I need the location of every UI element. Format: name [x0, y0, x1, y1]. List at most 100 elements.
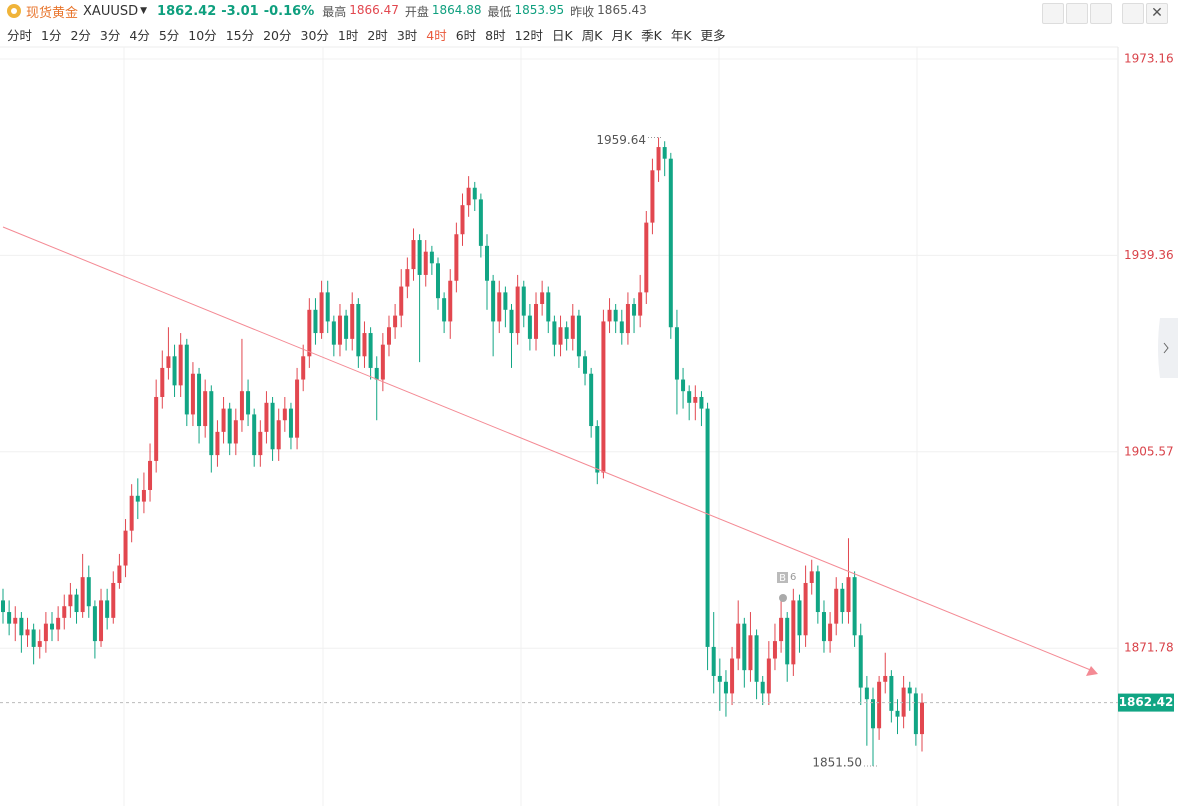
timeframe-tab[interactable]: 6时: [455, 28, 477, 43]
timeframe-tab[interactable]: 30分: [300, 28, 329, 43]
candle-body: [638, 292, 643, 316]
timeframe-tab[interactable]: 5分: [158, 28, 180, 43]
timeframe-tab[interactable]: 4时: [426, 28, 447, 43]
candle-body: [497, 292, 502, 322]
marker-badge: [777, 572, 788, 583]
candle-body: [1, 600, 5, 613]
caret[interactable]: ▼: [140, 6, 148, 16]
timeframe-tab[interactable]: 月K: [611, 28, 633, 43]
candle-body: [503, 292, 508, 310]
stat-label: 最低: [487, 4, 512, 19]
extreme-label: 1959.64: [596, 133, 646, 147]
tool-button[interactable]: [1042, 3, 1064, 24]
timeframe-tab[interactable]: 3分: [99, 28, 121, 43]
candle-body: [491, 280, 496, 322]
candle-body: [662, 147, 667, 159]
candle-body: [319, 292, 324, 334]
candle-body: [840, 588, 845, 613]
candle-body: [50, 623, 55, 630]
candle-body: [301, 356, 306, 380]
candle-body: [56, 617, 61, 630]
candle-body: [288, 408, 293, 438]
candle-body: [668, 158, 673, 328]
timeframe-tab[interactable]: 2时: [367, 28, 388, 43]
candle-body: [521, 286, 526, 316]
stat-label: 最高: [322, 4, 347, 19]
candle-body: [221, 408, 226, 432]
timeframe-tab[interactable]: 3时: [396, 28, 418, 43]
header: 现货黄金 XAUUSD ▼ 1862.42 -3.01 -0.16% 最高 186…: [6, 1, 653, 21]
stat-label: 开盘: [404, 4, 429, 19]
timeframe-tab[interactable]: 年K: [670, 28, 692, 43]
candle-body: [246, 391, 251, 415]
candle-body: [148, 460, 153, 490]
candle-body: [699, 396, 704, 409]
candle-body: [252, 414, 257, 456]
candle-body: [625, 303, 630, 334]
y-tick-label: 1905.57: [1124, 444, 1174, 458]
candle-body: [19, 617, 24, 636]
candle-body: [423, 251, 428, 275]
timeframe-tab[interactable]: 1分: [41, 28, 62, 43]
symbol[interactable]: XAUUSD: [83, 3, 139, 19]
candle-body: [717, 675, 722, 682]
timeframe-tab[interactable]: 20分: [263, 28, 292, 43]
candle-body: [239, 391, 244, 421]
candle-body: [766, 658, 771, 694]
candle-body: [386, 327, 391, 345]
candle-body: [870, 699, 875, 729]
tool-button[interactable]: [1066, 3, 1088, 24]
candle-body: [429, 251, 434, 264]
timeframe-tab[interactable]: 4分: [129, 28, 150, 43]
candle-body: [527, 315, 532, 339]
candle-body: [644, 222, 649, 293]
candle-body: [178, 344, 183, 386]
timeframe-tab[interactable]: 周K: [581, 28, 603, 43]
tool-button[interactable]: [1090, 3, 1112, 24]
candle-body: [356, 303, 361, 357]
candle-body: [129, 495, 134, 531]
candle-body: [203, 391, 208, 427]
candle-body: [141, 489, 146, 502]
candle-body: [466, 187, 471, 206]
candle-body: [172, 356, 177, 386]
candle-body: [736, 623, 741, 659]
candle-body: [442, 298, 447, 322]
timeframe-tab[interactable]: 12时: [514, 28, 544, 43]
candle-body: [478, 199, 483, 246]
candle-body: [711, 646, 716, 676]
timeframe-tab[interactable]: 15分: [225, 28, 255, 43]
timeframe-tab[interactable]: 2分: [70, 28, 91, 43]
timeframe-tab[interactable]: 1时: [337, 28, 359, 43]
candle-body: [546, 292, 551, 322]
candle-body: [37, 641, 42, 647]
timeframe-tab[interactable]: 分时: [7, 28, 33, 43]
y-tick-label: 1939.36: [1124, 248, 1174, 262]
candle-body: [595, 426, 600, 473]
chevron: [1163, 342, 1169, 354]
trend-line[interactable]: [2, 226, 1094, 672]
candle-body: [846, 577, 851, 613]
candle-body: [754, 635, 759, 682]
timeframe-tab[interactable]: 10分: [188, 28, 217, 43]
candle-body: [417, 240, 422, 275]
candle-body: [540, 292, 545, 304]
timeframe-tab[interactable]: 8时: [485, 28, 506, 43]
timeframe-tab[interactable]: 更多: [700, 28, 726, 43]
candle-body: [435, 263, 440, 299]
candle-body: [815, 571, 820, 613]
last-price-label: 1862.42: [1119, 695, 1174, 709]
candle-body: [233, 420, 238, 444]
candle-body: [405, 269, 410, 287]
candle-body: [907, 687, 912, 694]
candle-body: [619, 321, 624, 334]
timeframe-tab[interactable]: 季K: [641, 28, 662, 43]
candle-body: [25, 629, 30, 636]
candle-body: [515, 286, 520, 334]
close-button[interactable]: ✕: [1146, 3, 1168, 24]
fullscreen-button[interactable]: [1122, 3, 1144, 24]
timeframe-tab[interactable]: 日K: [552, 28, 573, 43]
candle-body: [681, 379, 686, 392]
